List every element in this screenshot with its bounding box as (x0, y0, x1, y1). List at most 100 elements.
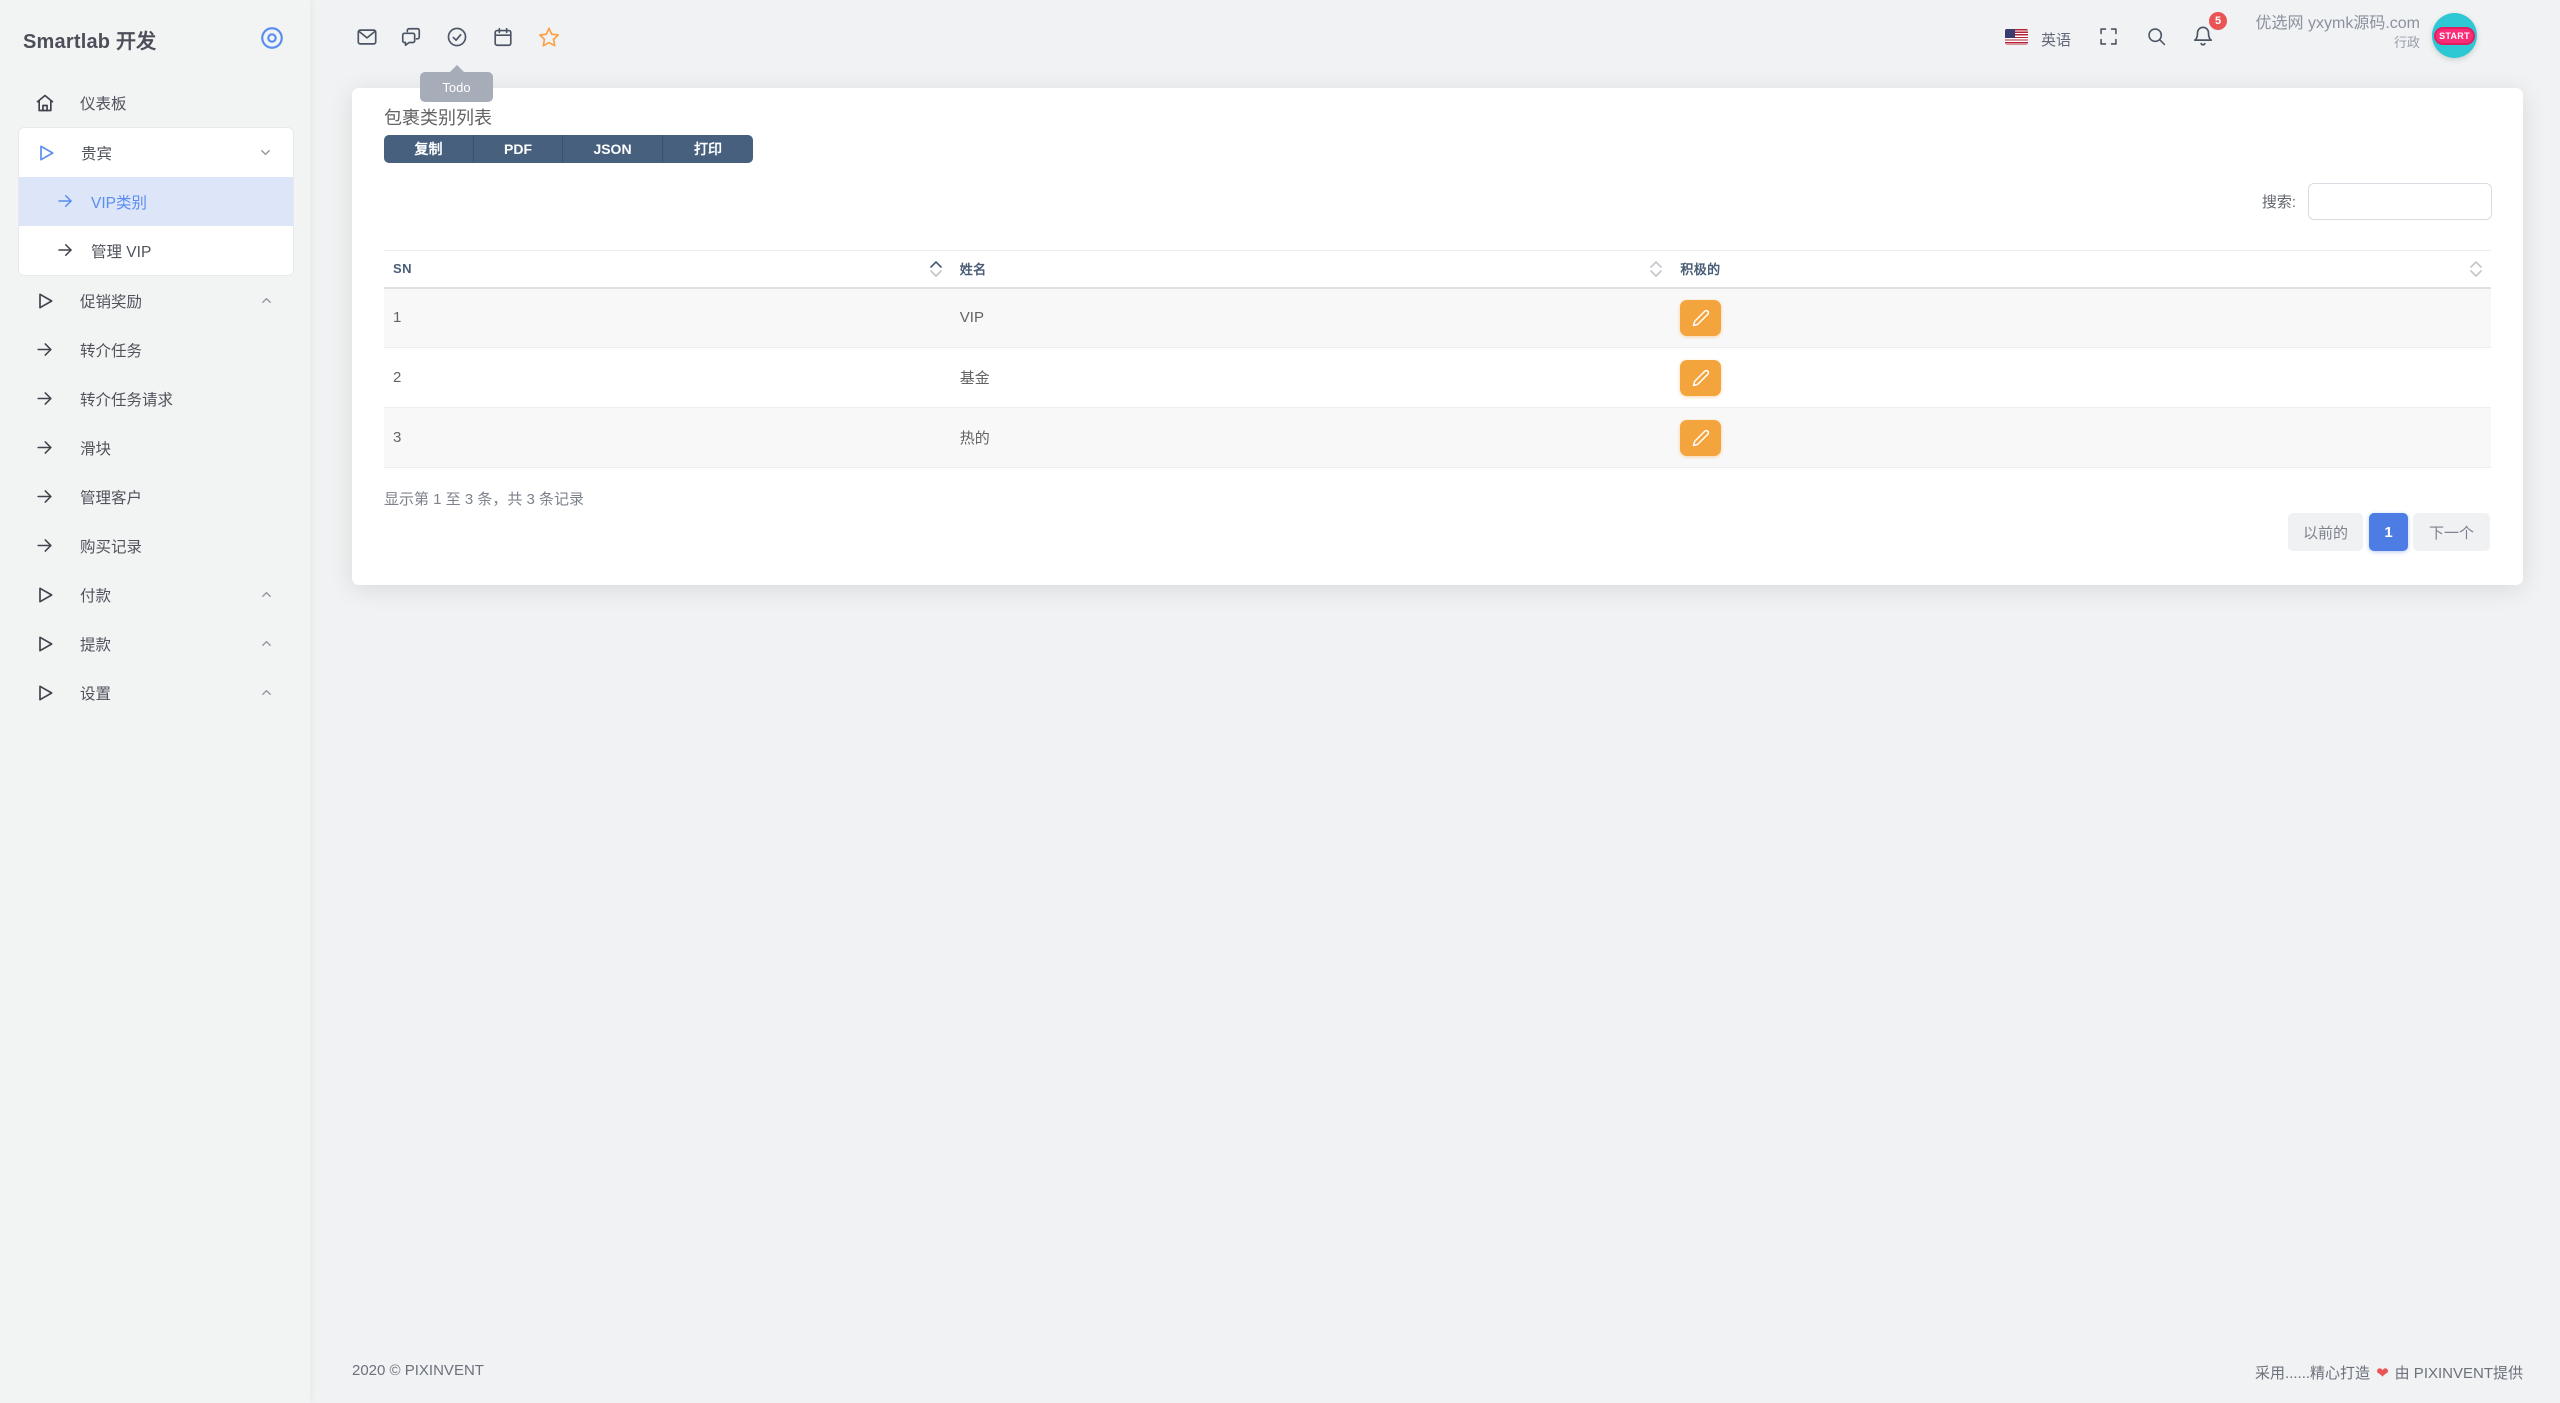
language-selector[interactable]: 英语 (2041, 32, 2072, 49)
sidebar-item-withdrawals[interactable]: 提款 (0, 619, 310, 668)
sidebar-item-label: 滑块 (80, 440, 112, 458)
page-title: 包裹类别列表 (384, 108, 492, 128)
sidebar-item-label: 促销奖励 (80, 293, 143, 311)
play-icon (35, 634, 55, 654)
chat-icon[interactable] (400, 26, 422, 48)
sidebar-item-label: 管理客户 (80, 489, 143, 507)
export-button-group: 复制 PDF JSON 打印 (384, 135, 753, 163)
notification-bell-icon[interactable] (2192, 25, 2214, 47)
home-icon (35, 93, 55, 113)
table-row: 2 基金 (384, 347, 2491, 408)
sidebar-item-vip[interactable]: 贵宾 (19, 128, 293, 177)
chevron-up-icon (259, 685, 274, 700)
sidebar-item-manage-vip[interactable]: 管理 VIP (19, 226, 293, 275)
user-name: 优选网 yxymk源码.com (2255, 15, 2420, 32)
play-icon (35, 291, 55, 311)
arrow-right-icon (56, 192, 76, 212)
column-header-active[interactable]: 积极的 (1671, 250, 2491, 289)
sidebar-item-label: 提款 (80, 636, 112, 654)
top-navbar: 英语 5 优选网 yxymk源码.com 行政 START (310, 0, 2560, 74)
play-icon (36, 143, 56, 163)
table-header-row: SN 姓名 积极的 (384, 250, 2491, 289)
sidebar-item-label: 付款 (80, 587, 112, 605)
sidebar-item-referral-tasks[interactable]: 转介任务 (0, 325, 310, 374)
sidebar-item-manage-customers[interactable]: 管理客户 (0, 472, 310, 521)
user-role: 行政 (2393, 35, 2420, 50)
footer-credit: 采用......精心打造 ❤ 由 PIXINVENT提供 (2255, 1365, 2523, 1382)
notification-badge: 5 (2209, 12, 2227, 30)
brand-title: Smartlab 开发 (23, 30, 157, 53)
avatar-label: START (2434, 26, 2475, 45)
arrow-right-icon (35, 438, 55, 458)
sort-icons (2470, 260, 2482, 278)
cell-name: 基金 (950, 347, 1672, 408)
sort-icons (1650, 260, 1663, 278)
cell-sn: 3 (384, 407, 951, 468)
sidebar-item-payments[interactable]: 付款 (0, 570, 310, 619)
cell-actions (1671, 347, 2491, 408)
sidebar-item-referral-task-requests[interactable]: 转介任务请求 (0, 374, 310, 423)
sidebar-item-settings[interactable]: 设置 (0, 668, 310, 717)
sidebar-item-label: 管理 VIP (91, 243, 152, 261)
play-icon (35, 585, 55, 605)
cell-actions (1671, 407, 2491, 468)
sidebar-item-label: VIP类别 (91, 194, 147, 212)
todo-tooltip: Todo (420, 65, 493, 102)
cell-actions (1671, 287, 2491, 348)
sidebar-item-label: 仪表板 (80, 95, 127, 113)
search-icon[interactable] (2146, 26, 2168, 48)
sidebar-item-purchase-records[interactable]: 购买记录 (0, 521, 310, 570)
chevron-up-icon (259, 636, 274, 651)
avatar[interactable]: START (2432, 13, 2477, 58)
arrow-right-icon (35, 536, 55, 556)
table-row: 3 热的 (384, 407, 2491, 468)
cell-sn: 2 (384, 347, 951, 408)
footer-copyright: 2020 © PIXINVENT (352, 1362, 484, 1379)
sidebar-item-slider[interactable]: 滑块 (0, 423, 310, 472)
todo-icon[interactable] (446, 26, 468, 48)
print-button[interactable]: 打印 (663, 135, 753, 163)
previous-page-button[interactable]: 以前的 (2288, 513, 2363, 551)
column-header-name[interactable]: 姓名 (950, 250, 1672, 289)
pagination: 以前的 1 下一个 (2288, 513, 2490, 551)
arrow-right-icon (35, 389, 55, 409)
sidebar: Smartlab 开发 仪表板 贵宾 VIP类别 (0, 0, 310, 1403)
sidebar-toggle-disc-icon[interactable] (259, 25, 285, 51)
chevron-down-icon (258, 145, 273, 160)
calendar-icon[interactable] (492, 26, 514, 48)
star-icon[interactable] (538, 26, 560, 48)
sidebar-item-promo-rewards[interactable]: 促销奖励 (0, 276, 310, 325)
arrow-right-icon (35, 487, 55, 507)
current-page-button[interactable]: 1 (2369, 513, 2408, 551)
sidebar-item-label: 设置 (80, 685, 112, 703)
heart-icon: ❤ (2376, 1365, 2389, 1382)
edit-button[interactable] (1680, 359, 1722, 396)
copy-button[interactable]: 复制 (384, 135, 474, 163)
sidebar-item-vip-category[interactable]: VIP类别 (19, 177, 293, 226)
mail-icon[interactable] (356, 26, 378, 48)
user-menu[interactable]: 优选网 yxymk源码.com 行政 (2256, 14, 2420, 51)
column-header-sn[interactable]: SN (384, 250, 951, 289)
footer: 2020 © PIXINVENT 采用......精心打造 ❤ 由 PIXINVEN… (352, 1362, 2523, 1383)
content-card: 包裹类别列表 复制 PDF JSON 打印 搜索: SN (352, 88, 2523, 585)
json-button[interactable]: JSON (563, 135, 663, 163)
sidebar-item-label: 贵宾 (81, 145, 113, 163)
arrow-right-icon (56, 241, 76, 261)
sidebar-item-label: 转介任务请求 (80, 391, 174, 409)
play-icon (35, 683, 55, 703)
next-page-button[interactable]: 下一个 (2413, 513, 2490, 551)
chevron-up-icon (259, 587, 274, 602)
sidebar-item-dashboard[interactable]: 仪表板 (0, 78, 310, 127)
fullscreen-icon[interactable] (2098, 26, 2120, 48)
sidebar-menu: 仪表板 贵宾 VIP类别 管理 VIP 促销奖励 (0, 78, 310, 717)
cell-sn: 1 (384, 287, 951, 348)
search-label: 搜索: (2261, 194, 2296, 211)
edit-button[interactable] (1680, 299, 1722, 336)
sidebar-item-label: 转介任务 (80, 342, 143, 360)
search-input[interactable] (2308, 183, 2492, 220)
edit-button[interactable] (1680, 419, 1722, 456)
table-row: 1 VIP (384, 287, 2491, 348)
pdf-button[interactable]: PDF (474, 135, 563, 163)
us-flag-icon[interactable] (2005, 29, 2028, 45)
table-search: 搜索: (2262, 183, 2492, 220)
